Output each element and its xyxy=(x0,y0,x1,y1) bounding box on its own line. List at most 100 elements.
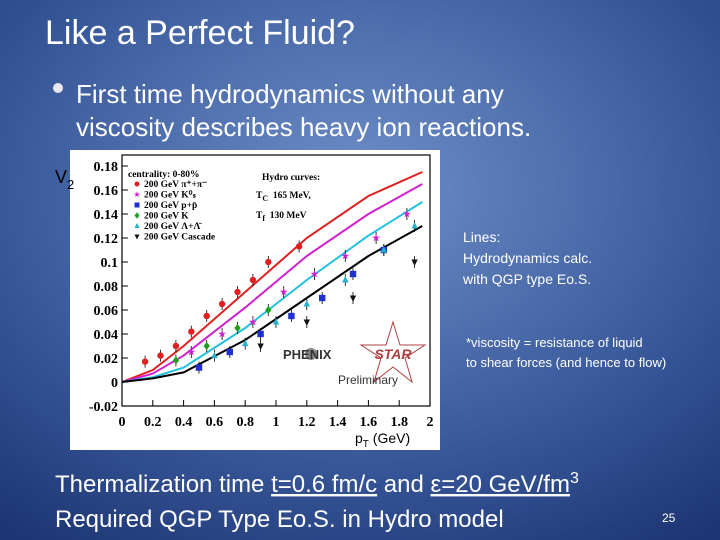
marker xyxy=(411,222,418,229)
footer-text: ε=20 GeV/fm xyxy=(431,471,570,498)
marker xyxy=(279,287,288,296)
marker xyxy=(411,259,418,266)
x-tick-label: 1.4 xyxy=(329,415,347,430)
hydro-param-rest: 165 MeV, xyxy=(268,191,311,201)
legend-title: centrality: 0-80% xyxy=(128,170,200,180)
footer-line: Required QGP Type Eo.S. in Hydro model xyxy=(55,506,504,533)
marker xyxy=(341,251,350,260)
hydro-curve xyxy=(121,183,423,383)
marker xyxy=(218,300,226,308)
hydro-param-main: T xyxy=(256,211,263,221)
marker xyxy=(257,330,264,338)
star-logo xyxy=(359,320,427,384)
hydro-param: TC 165 MeV, xyxy=(256,191,311,203)
x-label-main: p xyxy=(355,430,363,446)
marker xyxy=(248,317,257,326)
footer-text: t=0.6 fm/c xyxy=(271,471,377,498)
y-tick-label: 0.1 xyxy=(101,256,119,271)
x-axis-label: pT (GeV) xyxy=(355,430,410,450)
legend-entry: 200 GeV Λ+Λ̄ xyxy=(144,222,202,232)
x-tick-label: 0.2 xyxy=(144,415,162,430)
note: with QGP type Eo.S. xyxy=(462,271,591,287)
legend-entry: 200 GeV Cascade xyxy=(144,233,215,243)
hydro-param-main: T xyxy=(256,191,263,201)
legend-marker xyxy=(133,191,141,198)
slide-title: Like a Perfect Fluid? xyxy=(45,14,355,52)
marker xyxy=(141,358,149,365)
bullet-line: viscosity describes heavy ion reactions. xyxy=(76,112,531,142)
marker xyxy=(342,276,349,283)
x-tick-label: 1 xyxy=(273,415,280,430)
hydro-curve xyxy=(121,201,423,383)
marker xyxy=(195,364,203,371)
y-label-sub: 2 xyxy=(67,177,74,192)
marker xyxy=(234,323,241,333)
marker xyxy=(319,294,326,302)
marker xyxy=(349,295,357,302)
x-tick-label: 0.6 xyxy=(206,415,224,430)
legend-marker xyxy=(134,181,140,187)
x-tick-label: 1.8 xyxy=(390,415,408,430)
marker xyxy=(380,246,387,253)
x-tick-label: 0 xyxy=(119,415,126,430)
marker xyxy=(234,288,241,296)
y-tick-label: 0.18 xyxy=(94,160,119,175)
marker xyxy=(226,348,233,356)
hydro-param-sub: f xyxy=(262,214,265,223)
page-number: 25 xyxy=(662,511,676,525)
x-label-sub: T xyxy=(363,439,369,450)
marker xyxy=(349,270,357,278)
y-tick-label: 0 xyxy=(111,376,118,391)
note: Lines: xyxy=(463,229,500,245)
marker xyxy=(203,341,210,351)
y-tick-label: 0.16 xyxy=(94,184,119,199)
marker xyxy=(188,328,195,335)
marker xyxy=(295,243,303,250)
footer-sup: 3 xyxy=(570,470,579,487)
marker xyxy=(203,312,210,320)
marker xyxy=(310,269,319,278)
marker xyxy=(265,258,272,266)
star-label: STAR xyxy=(374,346,412,362)
legend-entry: 200 GeV K⁰ₛ xyxy=(144,190,196,201)
bullet-dot xyxy=(53,83,63,93)
footer-text: and xyxy=(377,471,430,498)
marker xyxy=(372,233,381,242)
marker xyxy=(249,276,257,284)
legend-marker xyxy=(134,234,140,240)
legend-marker xyxy=(134,202,140,208)
hydro-param: Tf 130 MeV xyxy=(256,211,307,223)
legend-entry: 200 GeV p+p̄ xyxy=(144,201,197,211)
marker xyxy=(257,343,264,350)
hydro-title: Hydro curves: xyxy=(262,173,320,183)
marker xyxy=(172,356,180,365)
legend-marker xyxy=(134,212,140,219)
x-tick-label: 2 xyxy=(427,415,434,430)
hydro-param-rest: 130 MeV xyxy=(265,211,307,221)
marker xyxy=(172,342,180,350)
y-tick-label: 0.02 xyxy=(94,352,119,367)
marker xyxy=(288,312,295,320)
hydro-curve xyxy=(121,171,423,383)
marker xyxy=(218,329,227,338)
y-tick-label: 0.04 xyxy=(94,328,119,343)
legend-marker xyxy=(134,223,140,228)
footer-text: Thermalization time xyxy=(55,471,271,498)
marker xyxy=(303,300,310,307)
marker xyxy=(187,347,196,356)
plot: -0.0200.020.040.060.080.10.120.140.160.1… xyxy=(89,154,434,430)
x-tick-label: 0.8 xyxy=(236,415,254,430)
y-axis-label: V2 xyxy=(55,167,74,192)
y-tick-label: 0.12 xyxy=(94,232,119,247)
preliminary-label: Preliminary xyxy=(338,373,398,387)
x-tick-label: 0.4 xyxy=(175,415,193,430)
marker xyxy=(265,305,272,315)
marker xyxy=(272,318,280,325)
phenix-label: PHENIX xyxy=(283,347,332,362)
hydro-param-sub: C xyxy=(262,194,268,203)
x-label-rest: (GeV) xyxy=(369,430,410,446)
bullet-line: First time hydrodynamics without any xyxy=(76,79,504,109)
y-tick-label: 0.08 xyxy=(94,280,119,295)
y-tick-label: -0.02 xyxy=(89,400,118,415)
